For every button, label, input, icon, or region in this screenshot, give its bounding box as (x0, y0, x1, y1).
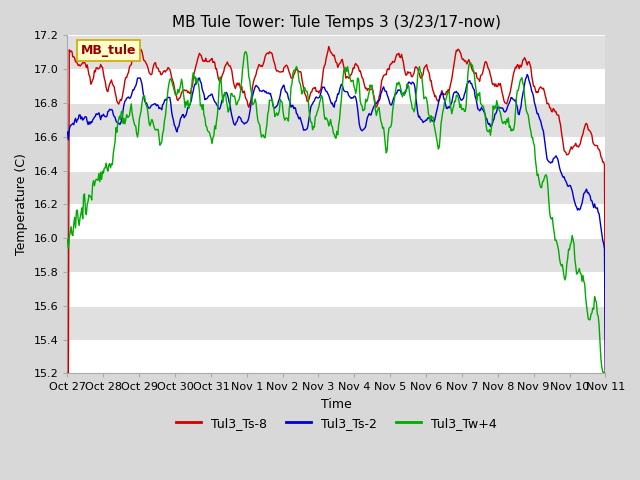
Bar (67, 272, 605, 306)
Bar (67, 137, 605, 170)
Legend: Tul3_Ts-8, Tul3_Ts-2, Tul3_Tw+4: Tul3_Ts-8, Tul3_Ts-2, Tul3_Tw+4 (172, 412, 502, 435)
Bar (67, 339, 605, 373)
Text: MB_tule: MB_tule (81, 44, 136, 57)
Bar (67, 69, 605, 103)
Title: MB Tule Tower: Tule Temps 3 (3/23/17-now): MB Tule Tower: Tule Temps 3 (3/23/17-now… (172, 15, 501, 30)
Y-axis label: Temperature (C): Temperature (C) (15, 154, 28, 255)
X-axis label: Time: Time (321, 398, 352, 411)
Bar (67, 204, 605, 238)
